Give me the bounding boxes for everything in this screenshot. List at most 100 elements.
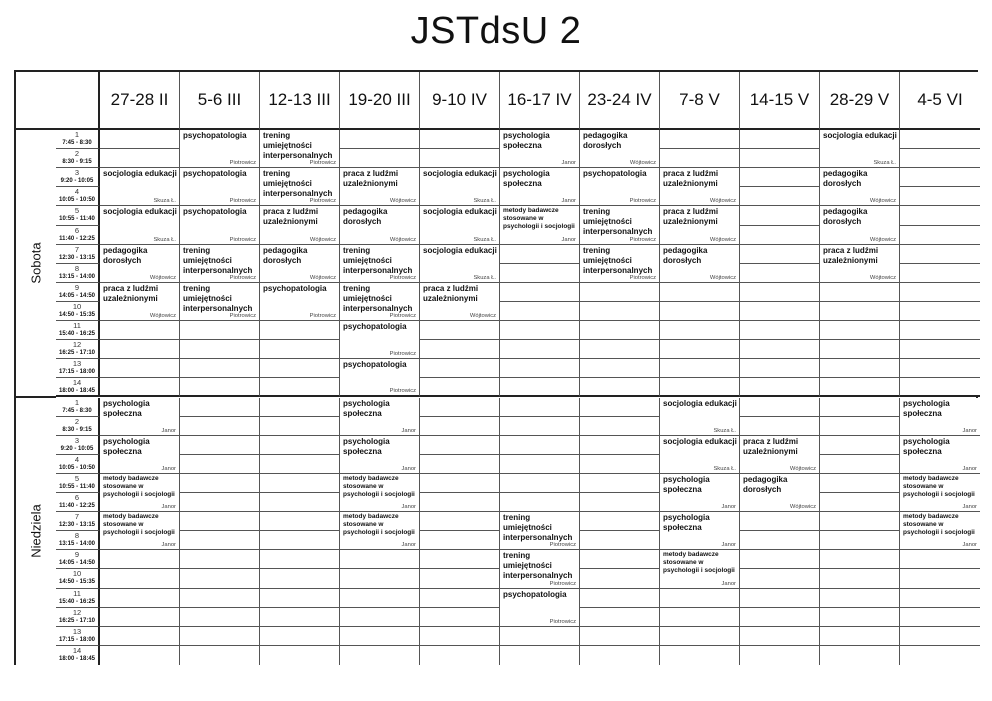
lesson-subject: praca z ludźmi uzależnionymi xyxy=(743,436,799,456)
lesson-subject: trening umiejętności interpersonalnych xyxy=(183,245,253,275)
empty-slot xyxy=(500,454,580,474)
empty-slot xyxy=(580,282,660,302)
lesson-teacher: Skuza Ł. xyxy=(153,198,176,205)
empty-slot xyxy=(900,130,980,150)
slot-time: 15:40 - 16:25 xyxy=(58,331,96,338)
empty-slot xyxy=(740,130,820,150)
empty-slot xyxy=(180,321,260,341)
empty-slot xyxy=(900,550,980,570)
time-slot: 1 7:45 - 8:30 xyxy=(56,397,100,417)
empty-slot xyxy=(740,321,820,341)
header-corner xyxy=(16,72,100,130)
empty-slot xyxy=(580,550,660,570)
lesson-block: psychopatologia Piotrowicz xyxy=(180,130,260,169)
column-header-date: 28-29 V xyxy=(820,72,900,130)
empty-slot xyxy=(660,321,740,341)
lesson-teacher: Piotrowicz xyxy=(389,274,416,281)
lesson-block: trening umiejętności interpersonalnych Pi… xyxy=(340,282,420,322)
empty-slot xyxy=(180,378,260,398)
lesson-block: pedagogika dorosłych Wójtowicz xyxy=(820,168,900,207)
empty-slot xyxy=(260,493,340,513)
empty-slot xyxy=(900,569,980,589)
lesson-block: psychopatologia Piotrowicz xyxy=(340,321,420,360)
lesson-subject: praca z ludźmi uzależnionymi xyxy=(103,283,159,303)
empty-slot xyxy=(420,321,500,341)
empty-slot xyxy=(180,569,260,589)
empty-slot xyxy=(180,416,260,436)
lesson-subject: psychologia społeczna xyxy=(343,436,390,456)
time-slot: 10 14:50 - 15:35 xyxy=(56,569,100,589)
empty-slot xyxy=(180,626,260,646)
lesson-block: socjologia edukacji Skuza Ł. xyxy=(420,206,500,245)
lesson-block: trening umiejętności interpersonalnych Pi… xyxy=(500,550,580,589)
lesson-teacher: Piotrowicz xyxy=(229,198,256,205)
lesson-teacher: Wójtowicz xyxy=(869,236,896,243)
column-header-date: 16-17 IV xyxy=(500,72,580,130)
empty-slot xyxy=(260,626,340,646)
empty-slot xyxy=(740,512,820,532)
lesson-block: psychopatologia Piotrowicz xyxy=(340,359,420,398)
slot-time: 11:40 - 12:25 xyxy=(59,235,95,242)
empty-slot xyxy=(420,493,500,513)
slot-number: 5 xyxy=(74,206,80,216)
lesson-teacher: Piotrowicz xyxy=(629,198,656,205)
lesson-block: praca z ludźmi uzależnionymi Wójtowicz xyxy=(420,282,500,322)
lesson-teacher: Skuza Ł. xyxy=(873,160,896,167)
empty-slot xyxy=(420,378,500,398)
slot-time: 7:45 - 8:30 xyxy=(62,140,92,146)
column-header-date: 12-13 III xyxy=(260,72,340,130)
empty-slot xyxy=(500,378,580,398)
empty-slot xyxy=(420,397,500,417)
empty-slot xyxy=(580,645,660,665)
empty-slot xyxy=(100,149,180,169)
empty-slot xyxy=(820,550,900,570)
empty-slot xyxy=(900,588,980,608)
empty-slot xyxy=(740,282,820,302)
lesson-block: metody badawcze stosowane w psychologii … xyxy=(100,473,180,513)
slot-number: 3 xyxy=(74,435,80,445)
lesson-block: psychopatologia Piotrowicz xyxy=(260,282,340,322)
empty-slot xyxy=(820,607,900,627)
empty-slot xyxy=(580,531,660,551)
empty-slot xyxy=(900,225,980,245)
lesson-teacher: Wójtowicz xyxy=(869,274,896,281)
empty-slot xyxy=(900,206,980,226)
lesson-block: psychopatologia Piotrowicz xyxy=(180,168,260,207)
lesson-teacher: Piotrowicz xyxy=(389,351,416,358)
empty-slot xyxy=(740,244,820,264)
empty-slot xyxy=(820,282,900,302)
lesson-block: psychologia społeczna Janor xyxy=(660,473,740,513)
lesson-subject: pedagogika dorosłych xyxy=(343,207,388,227)
empty-slot xyxy=(180,340,260,360)
empty-slot xyxy=(100,588,180,608)
lesson-teacher: Wójtowicz xyxy=(709,198,736,205)
time-slot: 13 17:15 - 18:00 xyxy=(56,626,100,646)
lesson-block: trening umiejętności interpersonalnych Pi… xyxy=(260,168,340,207)
lesson-teacher: Piotrowicz xyxy=(229,160,256,167)
schedule-grid: 27-28 II 5-6 III 12-13 III 19-20 III 9-10 IV… xyxy=(14,70,980,665)
slot-number: 11 xyxy=(73,321,81,331)
time-slot: 3 9:20 - 10:05 xyxy=(56,435,100,455)
empty-slot xyxy=(340,550,420,570)
lesson-subject: psychologia społeczna xyxy=(663,513,710,533)
lesson-subject: psychopatologia xyxy=(183,131,247,140)
lesson-teacher: Wójtowicz xyxy=(389,198,416,205)
time-slot: 13 17:15 - 18:00 xyxy=(56,359,100,379)
time-slot: 4 10:05 - 10:50 xyxy=(56,187,100,207)
column-header-date: 19-20 III xyxy=(340,72,420,130)
slot-number: 8 xyxy=(74,531,80,541)
empty-slot xyxy=(500,359,580,379)
time-slot: 2 8:30 - 9:15 xyxy=(56,149,100,169)
lesson-teacher: Piotrowicz xyxy=(309,160,336,167)
slot-time: 17:15 - 18:00 xyxy=(58,636,96,643)
lesson-block: socjologia edukacji Skuza Ł. xyxy=(100,206,180,245)
lesson-subject: socjologia edukacji xyxy=(663,398,737,408)
time-slot: 7 12:30 - 13:15 xyxy=(56,512,100,532)
lesson-block: metody badawcze stosowane w psychologii … xyxy=(660,550,740,589)
lesson-block: metody badawcze stosowane w psychologii … xyxy=(500,206,580,245)
empty-slot xyxy=(500,282,580,302)
empty-slot xyxy=(500,493,580,513)
slot-time: 8:30 - 9:15 xyxy=(62,426,92,433)
slot-time: 13:15 - 14:00 xyxy=(58,273,96,280)
time-slot: 12 16:25 - 17:10 xyxy=(56,607,100,627)
